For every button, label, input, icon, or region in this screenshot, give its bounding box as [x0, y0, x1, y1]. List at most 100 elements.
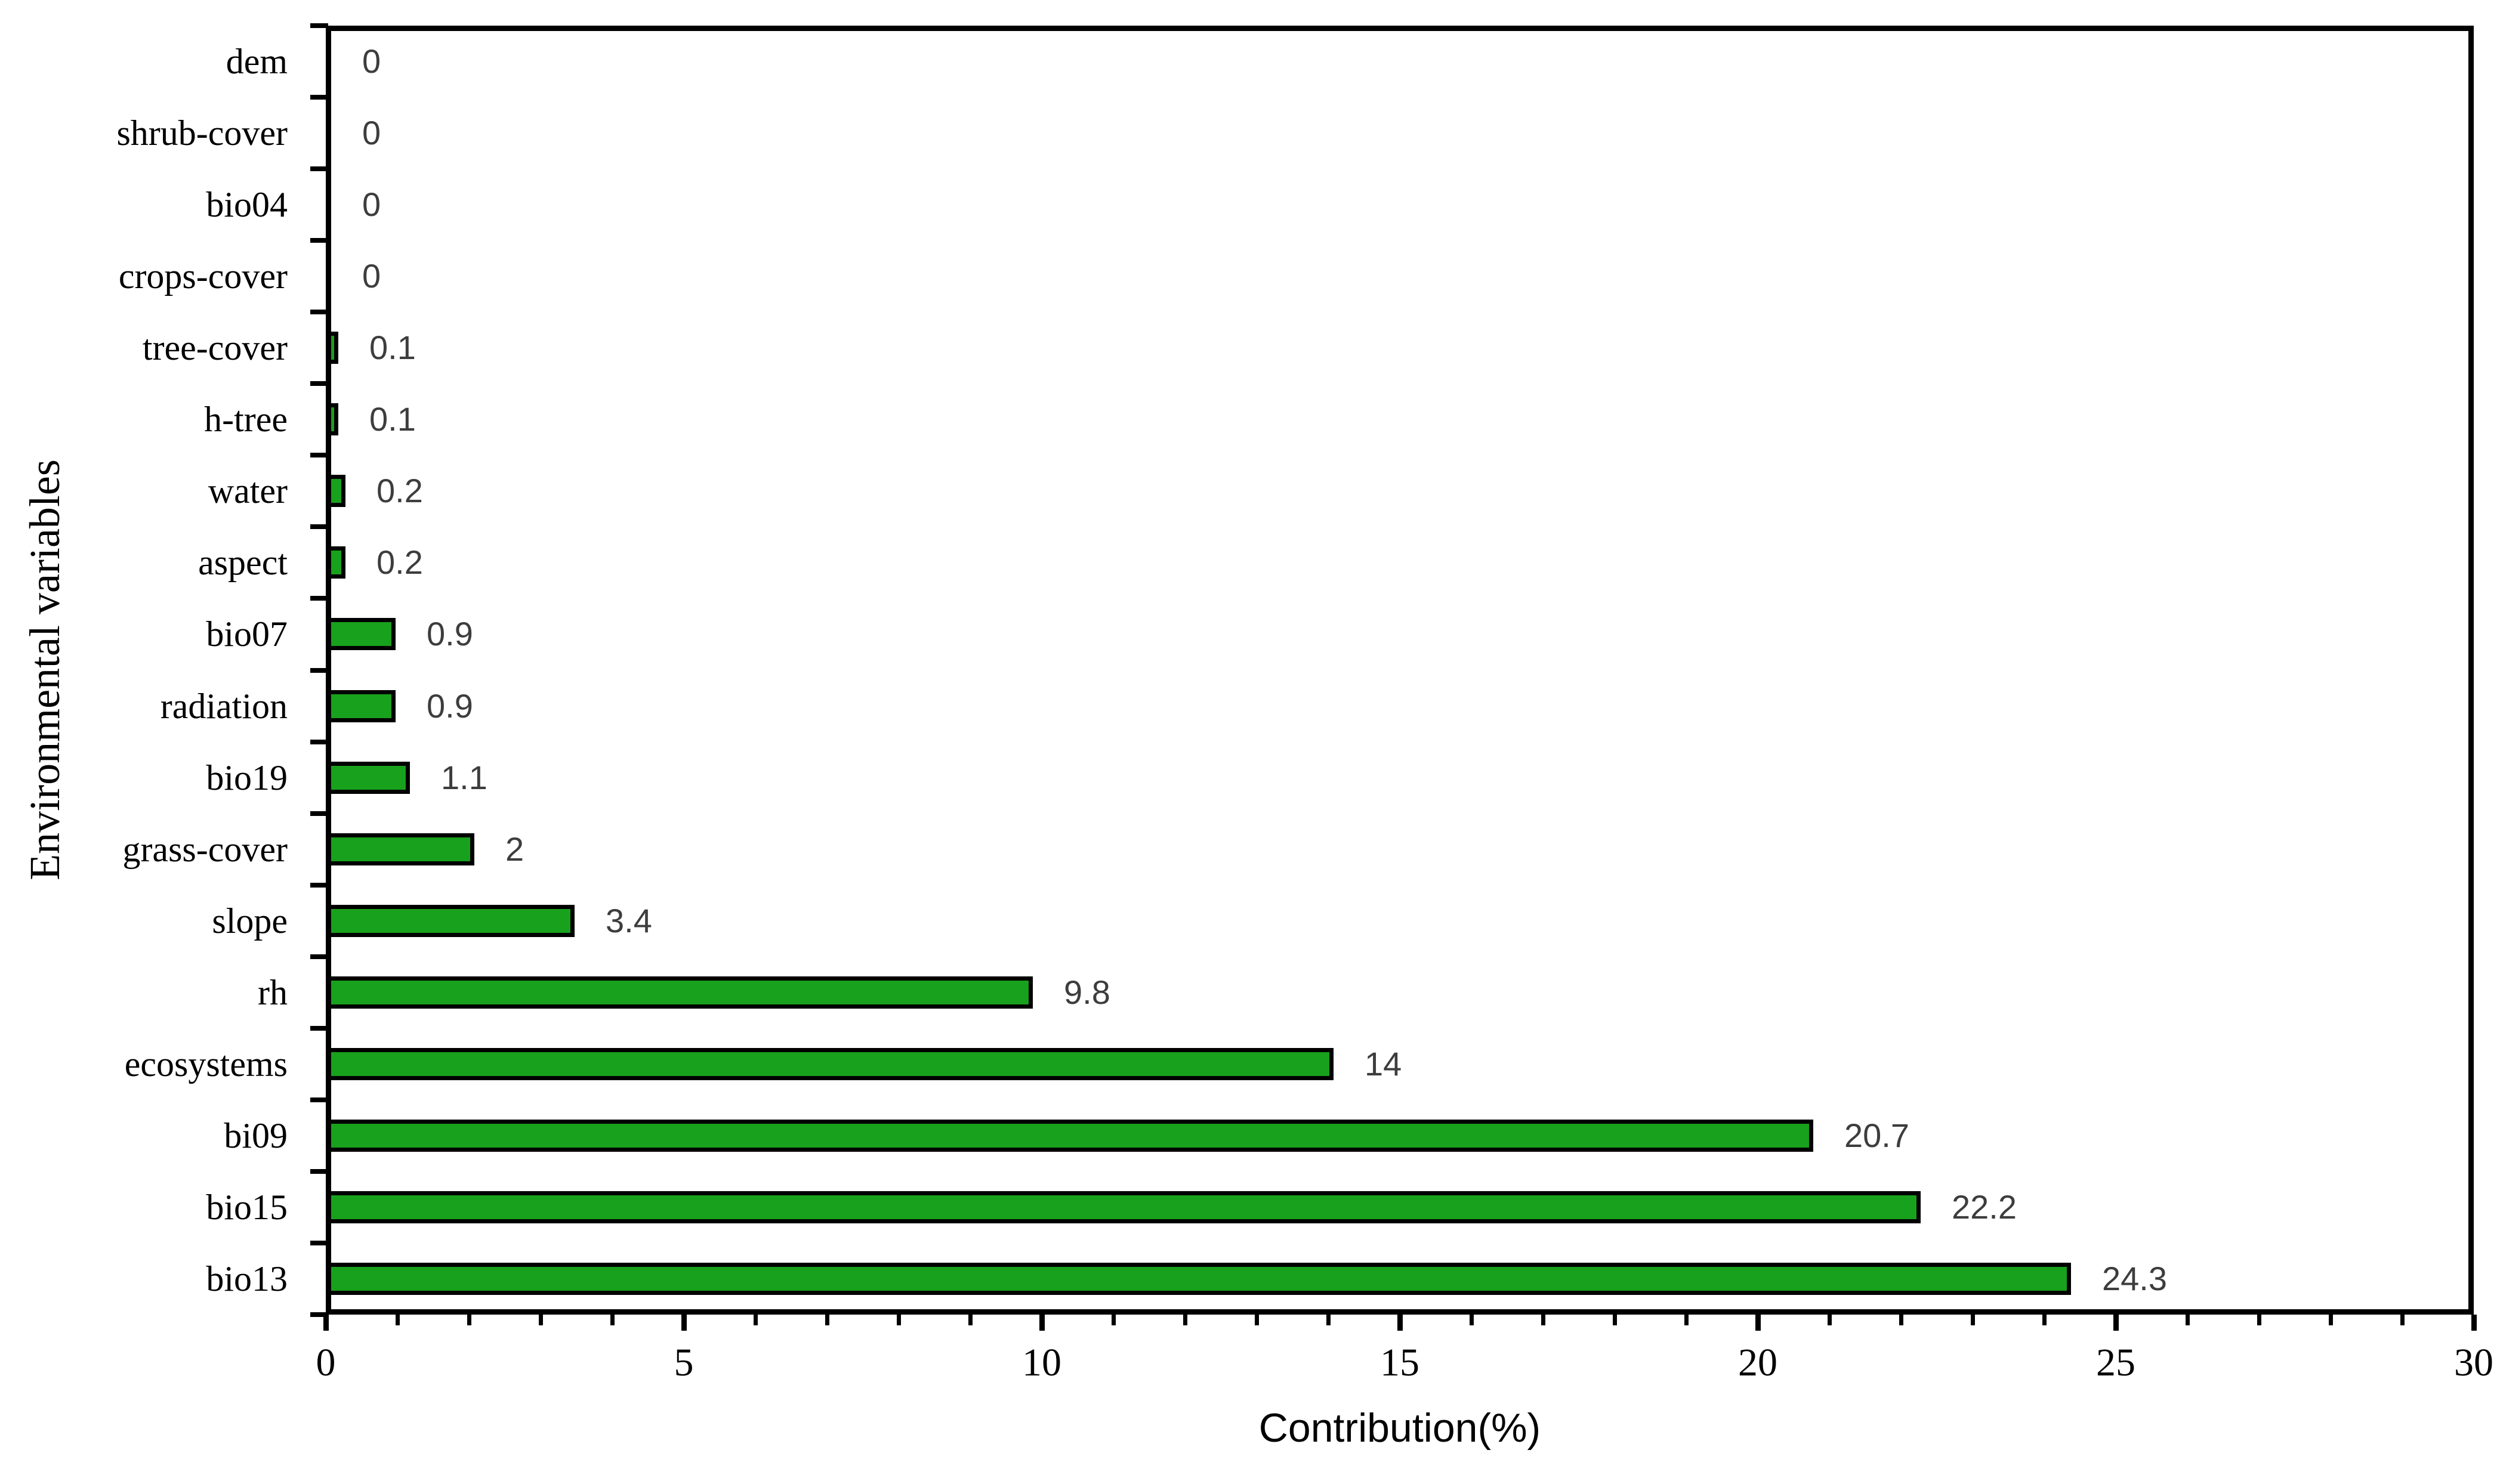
bar-h-tree	[331, 403, 338, 436]
y-axis-tick	[310, 1097, 328, 1102]
x-axis-tick	[2113, 1315, 2119, 1331]
bar-value-label: 0.2	[376, 472, 423, 510]
bar-value-label: 0.1	[369, 400, 416, 438]
bar-value-label: 0	[362, 257, 381, 295]
category-label-bio13: bio13	[206, 1259, 288, 1298]
x-axis-tick	[1684, 1315, 1689, 1325]
bar-value-label: 0.1	[369, 329, 416, 367]
category-label-bio15: bio15	[206, 1187, 288, 1227]
category-label-radiation: radiation	[160, 686, 288, 726]
x-axis-tick	[1326, 1315, 1331, 1325]
x-axis-tick	[825, 1315, 829, 1325]
bar-grass-cover	[331, 833, 474, 865]
y-axis-tick	[310, 95, 328, 100]
category-label-ecosystems: ecosystems	[124, 1044, 288, 1084]
x-axis-tick	[538, 1315, 543, 1325]
bar-value-label: 0	[362, 42, 381, 81]
y-axis-tick	[310, 882, 328, 888]
bar-bio19	[331, 761, 410, 794]
x-axis-tick	[2328, 1315, 2333, 1325]
x-axis-tick	[2042, 1315, 2047, 1325]
x-axis-tick-label: 0	[316, 1341, 336, 1384]
x-axis-tick-label: 10	[1022, 1341, 1061, 1384]
bar-value-label: 2	[505, 830, 524, 868]
bar-bio07	[331, 618, 396, 651]
y-axis-tick	[310, 23, 328, 28]
x-axis-tick	[1899, 1315, 1903, 1325]
bar-tree-cover	[331, 332, 338, 364]
x-axis-tick	[1755, 1315, 1761, 1331]
category-label-bio07: bio07	[206, 614, 288, 654]
x-axis-tick	[1111, 1315, 1116, 1325]
y-axis-tick	[310, 453, 328, 458]
bar-value-label: 20.7	[1844, 1116, 1909, 1154]
y-axis-tick	[310, 381, 328, 387]
category-label-water: water	[208, 471, 288, 511]
x-axis-tick	[968, 1315, 973, 1325]
bar-value-label: 0	[362, 114, 381, 152]
bar-value-label: 22.2	[1952, 1188, 2017, 1226]
y-axis-tick	[310, 954, 328, 959]
x-axis-tick	[1254, 1315, 1259, 1325]
x-axis-tick	[753, 1315, 758, 1325]
category-label-bio04: bio04	[206, 185, 288, 225]
bar-bi09	[331, 1119, 1813, 1152]
x-axis-tick-label: 15	[1380, 1341, 1419, 1384]
bar-value-label: 9.8	[1064, 973, 1110, 1011]
bar-ecosystems	[331, 1047, 1334, 1080]
category-label-tree-cover: tree-cover	[142, 328, 288, 368]
y-axis-tick	[310, 811, 328, 816]
y-axis-tick	[310, 1168, 328, 1174]
bar-value-label: 0	[362, 186, 381, 224]
x-axis-tick	[2471, 1315, 2477, 1331]
x-axis-tick-label: 5	[674, 1341, 694, 1384]
x-axis-tick	[1469, 1315, 1474, 1325]
y-axis-tick	[310, 310, 328, 315]
x-axis-tick	[1541, 1315, 1545, 1325]
bar-value-label: 14	[1365, 1044, 1402, 1083]
x-axis-tick	[1397, 1315, 1403, 1331]
category-label-bi09: bi09	[224, 1115, 288, 1155]
bar-value-label: 0.2	[376, 543, 423, 582]
plot-area: 0 0 0 0 0.1 0.1 0.2 0.2 0.9 0.9 1.1 2 3.4 9.8 14 20.7 22…	[326, 26, 2474, 1315]
bar-rh	[331, 976, 1033, 1009]
x-axis-tick	[681, 1315, 687, 1331]
bar-radiation	[331, 690, 396, 722]
bar-value-label: 0.9	[427, 615, 473, 653]
y-axis-tick	[310, 667, 328, 673]
category-label-aspect: aspect	[198, 543, 288, 583]
category-label-bio19: bio19	[206, 758, 288, 797]
x-axis-tick	[1612, 1315, 1617, 1325]
category-label-slope: slope	[212, 901, 288, 941]
x-axis-tick-label: 30	[2454, 1341, 2493, 1384]
bar-value-label: 1.1	[441, 758, 487, 796]
x-axis-tick	[1970, 1315, 1975, 1325]
x-axis-title: Contribution(%)	[1258, 1405, 1541, 1451]
bar-aspect	[331, 546, 345, 579]
x-axis-tick	[2257, 1315, 2261, 1325]
bar-value-label: 0.9	[427, 687, 473, 725]
category-label-shrub-cover: shrub-cover	[116, 113, 288, 153]
category-label-grass-cover: grass-cover	[122, 829, 288, 869]
x-axis-tick	[1827, 1315, 1832, 1325]
x-axis-tick	[323, 1315, 329, 1331]
x-axis-tick	[2400, 1315, 2405, 1325]
y-axis-tick	[310, 1312, 328, 1317]
bar-water	[331, 475, 345, 508]
category-label-h-tree: h-tree	[204, 400, 288, 440]
category-label-rh: rh	[258, 972, 288, 1012]
bar-value-label: 3.4	[606, 901, 652, 939]
x-axis-tick	[395, 1315, 400, 1325]
category-label-dem: dem	[226, 42, 288, 82]
bar-bio13	[331, 1262, 2071, 1295]
y-axis-category-labels: dem shrub-cover bio04 crops-cover tree-cover…	[0, 26, 304, 1315]
x-axis-tick-label: 25	[2096, 1341, 2135, 1384]
bar-slope	[331, 904, 575, 937]
y-axis-tick	[310, 596, 328, 601]
category-label-crops-cover: crops-cover	[118, 256, 288, 296]
x-axis-tick	[896, 1315, 901, 1325]
y-axis-tick	[310, 166, 328, 172]
y-axis-tick	[310, 1025, 328, 1031]
y-axis-tick	[310, 1240, 328, 1245]
